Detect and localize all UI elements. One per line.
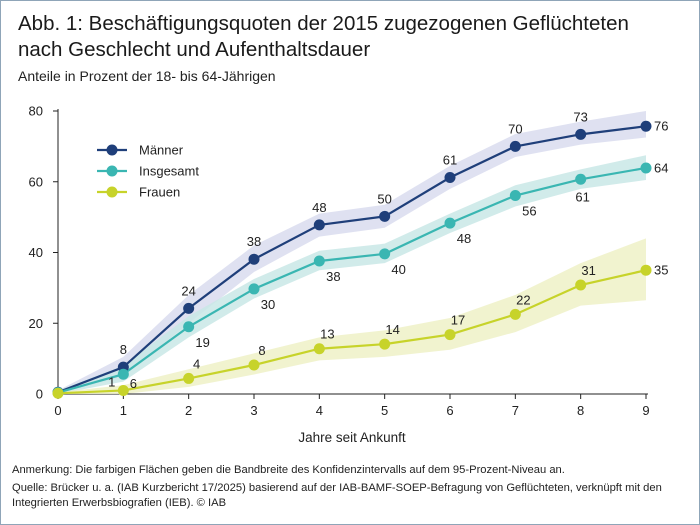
legend-marker-frauen (106, 186, 118, 198)
x-tick-label: 7 (512, 403, 519, 418)
footnote: Anmerkung: Die farbigen Flächen geben di… (12, 464, 565, 476)
source-line-2: Integrierten Erwerbsbiografien (IEB). © … (12, 497, 227, 509)
data-point-insgesamt (183, 321, 195, 333)
series-line-frauen (57, 269, 647, 395)
data-label-frauen: 8 (258, 343, 265, 358)
data-point-insgesamt (444, 217, 456, 229)
x-tick-label: 6 (446, 403, 453, 418)
data-point-insgesamt (509, 190, 521, 202)
x-tick-label: 4 (316, 403, 323, 418)
data-label-männer: 76 (654, 119, 668, 134)
data-point-männer (575, 128, 587, 140)
data-label-frauen: 17 (451, 313, 465, 328)
y-tick-label: 20 (29, 316, 43, 331)
data-point-insgesamt (640, 162, 652, 174)
data-point-männer (640, 120, 652, 132)
legend-marker-männer (106, 144, 118, 156)
x-tick-label: 1 (120, 403, 127, 418)
data-point-männer (379, 210, 391, 222)
data-label-insgesamt: 6 (130, 376, 137, 391)
chart-title: Abb. 1: Beschäftigungsquoten der 2015 zu… (18, 11, 678, 63)
data-label-frauen: 31 (581, 263, 595, 278)
data-point-insgesamt (248, 283, 260, 295)
data-point-männer (509, 140, 521, 152)
source-line-1: Quelle: Brücker u. a. (IAB Kurzbericht 1… (12, 482, 662, 494)
data-point-insgesamt (575, 173, 587, 185)
data-label-insgesamt: 40 (391, 262, 405, 277)
data-label-männer: 8 (120, 342, 127, 357)
data-point-frauen (313, 343, 325, 355)
data-point-männer (183, 302, 195, 314)
data-label-männer: 48 (312, 200, 326, 215)
data-point-frauen (640, 264, 652, 276)
confidence-band-männer (58, 111, 646, 394)
data-label-männer: 61 (443, 153, 457, 168)
data-label-insgesamt: 19 (195, 335, 209, 350)
y-tick-label: 60 (29, 174, 43, 189)
data-point-insgesamt (117, 368, 129, 380)
data-point-frauen (379, 338, 391, 350)
data-label-frauen: 14 (385, 322, 399, 337)
series-line-männer (57, 125, 647, 394)
chart-subtitle: Anteile in Prozent der 18- bis 64-Jährig… (18, 68, 276, 84)
data-point-frauen (117, 384, 129, 396)
y-tick-label: 40 (29, 245, 43, 260)
data-label-insgesamt: 61 (575, 189, 589, 204)
data-point-männer (444, 172, 456, 184)
data-label-insgesamt: 56 (522, 204, 536, 219)
data-label-frauen: 35 (654, 263, 668, 278)
data-point-männer (313, 219, 325, 231)
data-label-insgesamt: 38 (326, 269, 340, 284)
data-point-frauen (509, 308, 521, 320)
data-label-männer: 50 (377, 191, 391, 206)
data-label-insgesamt: 30 (261, 297, 275, 312)
data-point-frauen (575, 279, 587, 291)
data-label-frauen: 1 (108, 374, 115, 389)
data-point-frauen (183, 372, 195, 384)
legend-label-männer: Männer (139, 143, 184, 158)
confidence-band-frauen (58, 238, 646, 394)
x-tick-label: 9 (642, 403, 649, 418)
data-point-insgesamt (313, 255, 325, 267)
data-point-frauen (248, 359, 260, 371)
chart-title-line-1: Abb. 1: Beschäftigungsquoten der 2015 zu… (18, 12, 629, 35)
data-point-frauen (52, 387, 64, 399)
data-label-männer: 70 (508, 121, 522, 136)
chart-title-line-2: nach Geschlecht und Aufenthaltsdauer (18, 38, 371, 61)
data-point-insgesamt (379, 248, 391, 260)
series-line-insgesamt (57, 166, 647, 394)
x-axis-title: Jahre seit Ankunft (298, 430, 406, 445)
data-label-männer: 38 (247, 234, 261, 249)
y-tick-label: 80 (29, 104, 43, 119)
data-label-männer: 24 (181, 283, 195, 298)
x-tick-label: 3 (250, 403, 257, 418)
x-tick-label: 8 (577, 403, 584, 418)
data-point-frauen (444, 329, 456, 341)
data-label-insgesamt: 64 (654, 160, 668, 175)
legend-marker-insgesamt (106, 165, 118, 177)
x-tick-label: 5 (381, 403, 388, 418)
source-note: Quelle: Brücker u. a. (IAB Kurzbericht 1… (12, 481, 682, 511)
data-label-frauen: 4 (193, 356, 200, 371)
y-tick-label: 0 (36, 387, 43, 402)
data-point-männer (248, 253, 260, 265)
data-label-insgesamt: 48 (457, 231, 471, 246)
data-label-frauen: 13 (320, 327, 334, 342)
x-tick-label: 2 (185, 403, 192, 418)
data-label-frauen: 22 (516, 292, 530, 307)
legend-label-insgesamt: Insgesamt (139, 164, 199, 179)
legend-label-frauen: Frauen (139, 185, 180, 200)
data-label-männer: 73 (573, 109, 587, 124)
x-tick-label: 0 (54, 403, 61, 418)
